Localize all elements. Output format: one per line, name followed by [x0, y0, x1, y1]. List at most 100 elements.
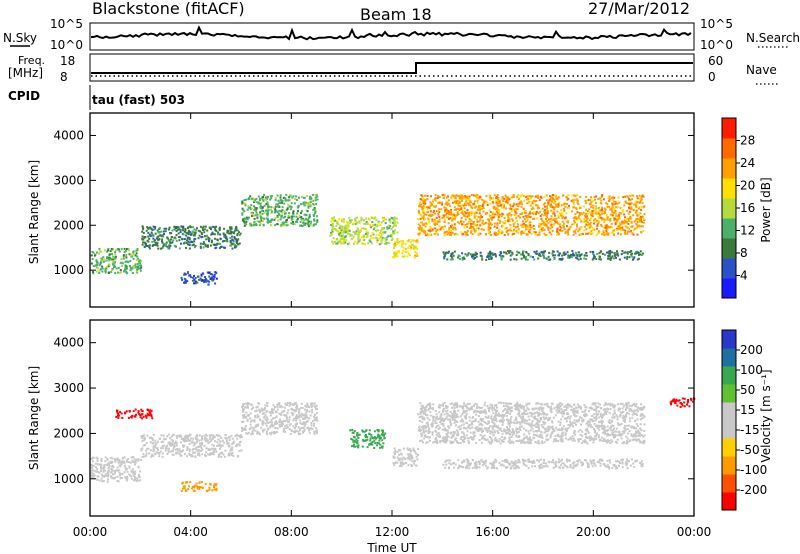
data-cell	[581, 213, 584, 216]
data-cell	[121, 473, 124, 475]
data-cell	[243, 199, 246, 201]
data-cell	[447, 222, 450, 225]
data-cell	[491, 213, 494, 216]
data-cell	[407, 253, 410, 255]
data-cell	[468, 227, 471, 230]
data-cell	[281, 224, 284, 227]
data-cell	[100, 259, 103, 262]
data-cell	[167, 450, 170, 453]
data-cell	[126, 476, 129, 479]
data-cell	[458, 258, 461, 260]
data-cell	[139, 269, 142, 272]
data-cell	[467, 440, 470, 443]
data-cell	[523, 199, 526, 202]
data-cell	[209, 437, 212, 440]
data-cell	[141, 440, 144, 443]
data-cell	[495, 210, 498, 213]
data-cell	[291, 407, 294, 410]
data-cell	[611, 196, 613, 199]
data-cell	[306, 409, 308, 412]
data-cell	[142, 444, 145, 447]
data-cell	[335, 225, 338, 227]
data-cell	[138, 259, 141, 262]
data-cell	[551, 252, 554, 255]
data-cell	[212, 225, 215, 228]
data-cell	[166, 236, 169, 239]
data-cell	[92, 469, 95, 472]
data-cell	[553, 208, 556, 211]
data-cell	[393, 256, 396, 259]
data-cell	[473, 216, 476, 219]
data-cell	[467, 252, 470, 255]
data-cell	[453, 233, 456, 236]
data-cell	[439, 227, 442, 230]
data-cell	[231, 437, 234, 440]
data-cell	[583, 257, 586, 260]
data-cell	[469, 204, 472, 207]
data-cell	[251, 432, 254, 435]
data-cell	[255, 207, 258, 209]
data-cell	[389, 221, 392, 224]
data-cell	[512, 196, 515, 198]
data-cell	[106, 250, 109, 253]
data-cell	[438, 196, 441, 198]
data-cell	[360, 218, 363, 221]
data-cell	[149, 441, 152, 444]
data-cell	[363, 235, 365, 238]
data-cell	[396, 231, 399, 234]
data-cell	[443, 418, 446, 421]
data-cell	[462, 213, 465, 216]
data-cell	[597, 434, 600, 437]
data-cell	[470, 225, 473, 228]
data-cell	[381, 228, 384, 231]
data-cell	[540, 251, 543, 254]
data-cell	[567, 230, 569, 233]
data-cell	[523, 218, 526, 221]
data-cell	[571, 223, 574, 226]
data-cell	[313, 208, 316, 211]
data-cell	[157, 449, 160, 451]
data-cell	[527, 197, 529, 200]
data-cell	[361, 445, 364, 448]
data-cell	[247, 431, 250, 434]
data-cell	[141, 235, 144, 238]
data-cell	[164, 242, 167, 245]
data-cell	[122, 257, 125, 260]
data-cell	[609, 219, 612, 222]
data-cell	[489, 215, 492, 218]
data-cell	[428, 207, 431, 209]
data-cell	[585, 195, 588, 198]
data-cell	[353, 222, 356, 225]
data-cell	[632, 233, 635, 236]
data-cell	[266, 217, 269, 220]
data-cell	[294, 198, 297, 200]
data-cell	[186, 236, 189, 239]
data-cell	[171, 229, 174, 232]
data-cell	[201, 272, 204, 275]
data-cell	[112, 257, 115, 260]
data-cell	[153, 449, 156, 452]
data-cell	[598, 255, 601, 258]
data-cell	[471, 233, 474, 236]
data-cell	[252, 222, 255, 225]
data-cell	[552, 416, 555, 419]
data-cell	[301, 407, 304, 409]
data-cell	[186, 239, 188, 242]
data-cell	[362, 430, 364, 433]
data-cell	[578, 214, 581, 217]
data-cell	[636, 218, 639, 221]
data-cell	[396, 242, 399, 245]
data-cell	[227, 442, 230, 444]
data-cell	[497, 216, 500, 219]
data-cell	[287, 215, 290, 217]
data-cell	[504, 251, 507, 254]
data-cell	[266, 405, 269, 407]
data-cell	[492, 216, 495, 219]
data-cell	[507, 218, 510, 221]
data-cell	[249, 417, 252, 420]
data-cell	[610, 207, 613, 210]
data-cell	[515, 429, 518, 432]
data-cell	[534, 233, 537, 236]
data-cell	[440, 208, 443, 211]
data-cell	[623, 219, 626, 222]
